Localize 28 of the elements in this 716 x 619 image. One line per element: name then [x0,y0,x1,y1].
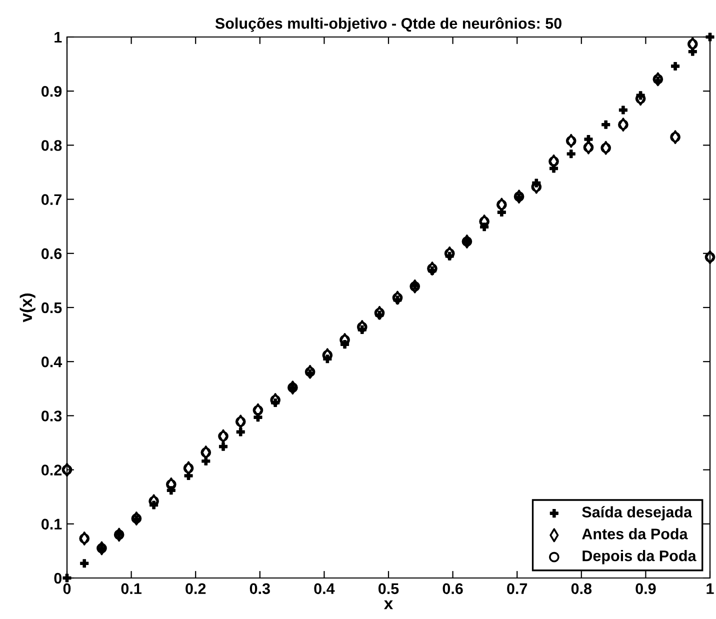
y-tick-label: 0.1 [42,518,62,530]
x-tick-label: 0.5 [378,583,399,594]
x-tick-label: 0.4 [314,583,335,594]
y-tick-label: 0 [54,572,62,584]
x-tick-label: 0.6 [442,583,463,594]
chart-title: Soluções multi-objetivo - Qtde de neurônios: 50 [215,17,562,32]
x-tick-label: 1 [706,583,714,594]
x-tick-label: 0.2 [186,583,206,594]
x-tick-label: 0.1 [121,583,142,594]
legend-label: Antes da Poda [582,528,688,540]
x-tick-label: 0.3 [250,583,270,594]
y-tick-label: 0.4 [42,356,62,368]
legend-label: Depois da Poda [582,550,696,564]
x-axis-title: x [384,600,394,610]
x-tick-label: 0.7 [507,583,528,594]
x-tick-label: 0 [63,583,71,594]
y-tick-label: 0.9 [42,86,62,97]
y-tick-label: 0.7 [42,194,62,205]
y-tick-label: 0.2 [42,464,62,476]
legend-label: Saída desejada [582,506,692,520]
x-tick-label: 0.9 [636,583,656,594]
y-tick-label: 0.8 [42,140,62,151]
y-axis-title: v(x) [20,294,36,322]
y-tick-label: 0.3 [42,410,62,422]
y-tick-label: 0.6 [42,248,62,260]
y-tick-label: 0.5 [42,302,62,314]
x-tick-label: 0.8 [571,583,592,594]
y-tick-label: 1 [54,32,62,43]
